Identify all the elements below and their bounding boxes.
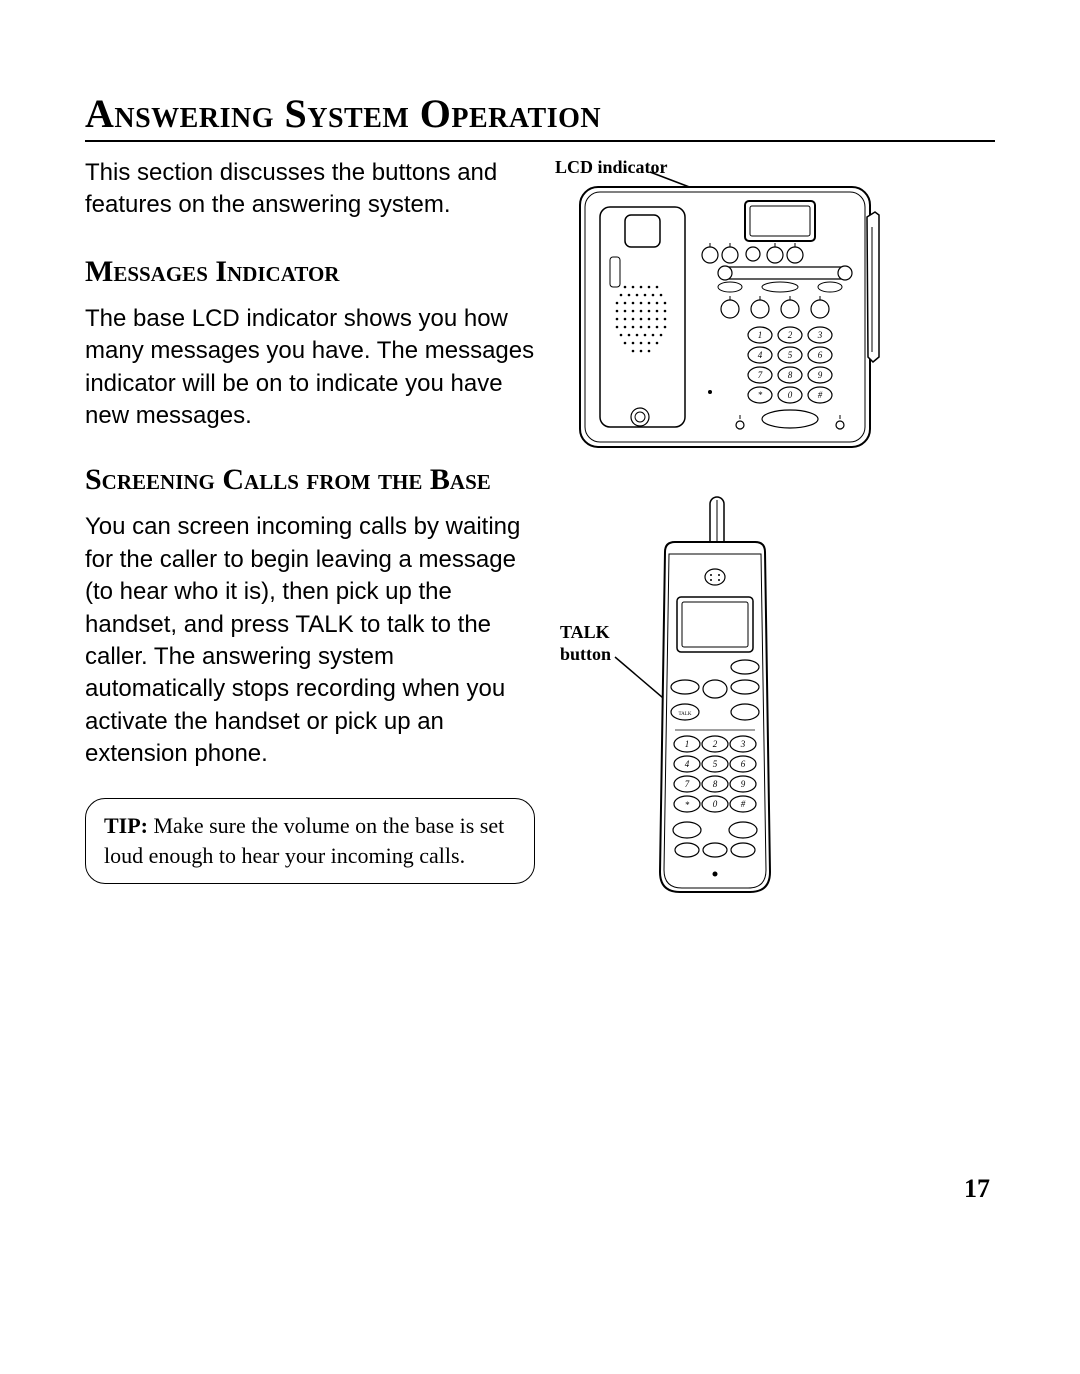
- svg-text:7: 7: [685, 779, 690, 789]
- page-title: Answering System Operation: [85, 90, 995, 142]
- tip-label: TIP:: [104, 813, 148, 838]
- svg-text:2: 2: [788, 330, 793, 340]
- tip-box: TIP: Make sure the volume on the base is…: [85, 798, 535, 883]
- section-body: The base LCD indicator shows you how man…: [85, 303, 535, 433]
- text-column: This section discusses the buttons and f…: [85, 157, 535, 902]
- figure-column: LCD indicator: [555, 157, 995, 902]
- svg-text:#: #: [818, 390, 823, 400]
- svg-text:5: 5: [713, 759, 718, 769]
- svg-text:#: #: [741, 799, 746, 809]
- intro-text: This section discusses the buttons and f…: [85, 157, 535, 222]
- talk-button-label: TALK button: [560, 622, 611, 665]
- svg-text:6: 6: [741, 759, 746, 769]
- svg-text:0: 0: [788, 390, 793, 400]
- svg-text:*: *: [685, 800, 690, 810]
- section-heading: Screening Calls from the Base: [85, 460, 535, 499]
- svg-text:1: 1: [685, 739, 690, 749]
- svg-text:2: 2: [713, 739, 718, 749]
- svg-text:8: 8: [713, 779, 718, 789]
- svg-text:TALK: TALK: [679, 712, 692, 717]
- base-unit-figure: LCD indicator: [555, 157, 995, 457]
- svg-text:5: 5: [788, 350, 793, 360]
- page-number: 17: [964, 1174, 990, 1204]
- svg-text:4: 4: [758, 350, 763, 360]
- svg-text:4: 4: [685, 759, 690, 769]
- content-row: This section discusses the buttons and f…: [85, 157, 995, 902]
- svg-text:6: 6: [818, 350, 823, 360]
- section-body: You can screen incoming calls by waiting…: [85, 511, 535, 770]
- tip-text: Make sure the volume on the base is set …: [104, 813, 504, 868]
- base-unit-illustration: 1 2 3 4 5 6 7 8 9 * 0 #: [555, 157, 885, 457]
- handset-illustration: TALK 1 2 3 4 5 6 7 8 9 * 0 #: [555, 492, 835, 902]
- svg-text:1: 1: [758, 330, 763, 340]
- svg-text:9: 9: [818, 370, 823, 380]
- svg-text:3: 3: [817, 330, 823, 340]
- handset-figure: TALK button: [555, 492, 995, 902]
- svg-text:7: 7: [758, 370, 763, 380]
- svg-text:*: *: [758, 390, 763, 400]
- svg-text:9: 9: [741, 779, 746, 789]
- svg-text:3: 3: [740, 739, 746, 749]
- section-heading: Messages Indicator: [85, 252, 535, 291]
- lcd-indicator-label: LCD indicator: [555, 157, 668, 178]
- svg-text:8: 8: [788, 370, 793, 380]
- svg-text:0: 0: [713, 799, 718, 809]
